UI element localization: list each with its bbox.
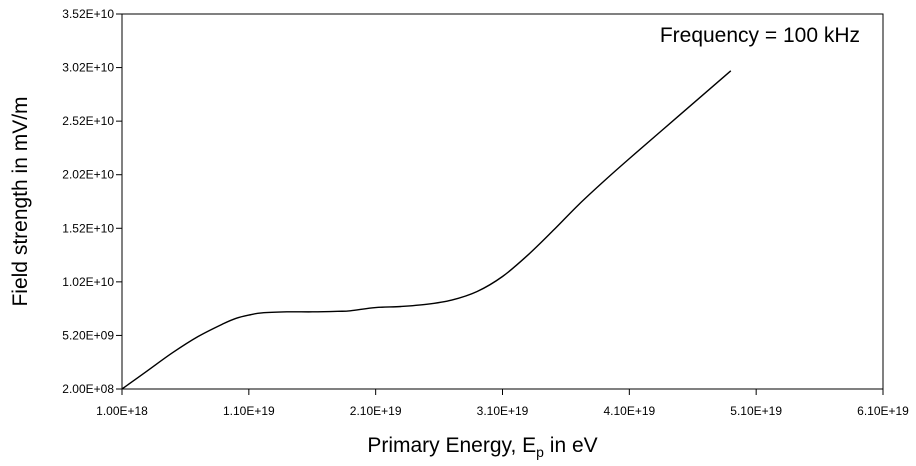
y-tick-label: 3.02E+10 [62, 61, 114, 75]
x-tick-label: 1.10E+19 [223, 404, 275, 418]
x-tick-label: 4.10E+19 [603, 404, 655, 418]
x-axis-ticks: 1.00E+18 1.10E+19 2.10E+19 3.10E+19 4.10E+19… [96, 389, 909, 418]
y-tick-label: 2.00E+08 [62, 382, 114, 396]
y-tick-label: 2.02E+10 [62, 168, 114, 182]
x-tick-label: 1.00E+18 [96, 404, 148, 418]
series-line [121, 70, 732, 390]
x-tick-label: 2.10E+19 [350, 404, 402, 418]
frequency-annotation: Frequency = 100 kHz [660, 24, 860, 47]
x-axis-title-subscript: p [536, 444, 544, 460]
plot-area [121, 13, 884, 390]
x-tick-label: 6.10E+19 [857, 404, 909, 418]
y-axis-title: Field strength in mV/m [9, 96, 32, 306]
plot-frame [121, 13, 884, 390]
y-tick-label: 2.52E+10 [62, 114, 114, 128]
x-axis-title-main: Primary Energy, E [367, 434, 536, 457]
x-axis-title: Primary Energy, Ep in eV [367, 434, 597, 460]
x-axis-title-tail: in eV [544, 434, 598, 457]
x-tick-label: 5.10E+19 [730, 404, 782, 418]
y-tick-label: 1.52E+10 [62, 221, 114, 235]
y-tick-label: 1.02E+10 [62, 275, 114, 289]
series-layer [121, 70, 732, 390]
y-tick-label: 5.20E+09 [62, 328, 114, 342]
y-axis-ticks: 2.00E+08 5.20E+09 1.02E+10 1.52E+10 2.02E+10… [62, 7, 122, 396]
x-tick-label: 3.10E+19 [477, 404, 529, 418]
y-tick-label: 3.52E+10 [62, 7, 114, 21]
